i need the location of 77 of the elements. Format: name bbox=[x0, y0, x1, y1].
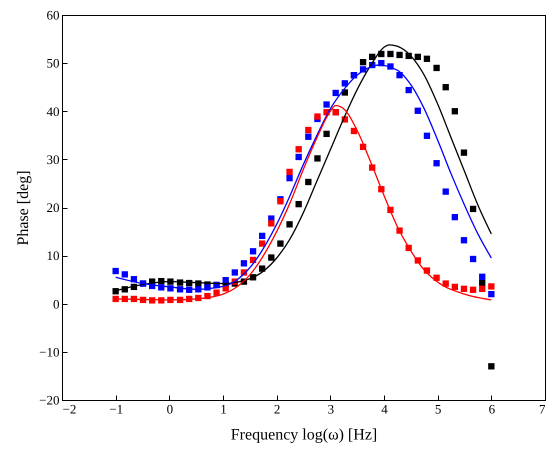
y-tick-label: −20 bbox=[39, 392, 60, 408]
point bbox=[470, 206, 476, 212]
point bbox=[460, 286, 468, 292]
x-axis-title: Frequency log(ω) [Hz] bbox=[230, 426, 378, 444]
y-tick-label: 0 bbox=[53, 296, 60, 312]
point bbox=[259, 232, 266, 240]
y-tick-label: 30 bbox=[46, 152, 60, 167]
point bbox=[442, 280, 449, 287]
point bbox=[250, 248, 256, 254]
point bbox=[286, 168, 293, 176]
point bbox=[112, 288, 119, 294]
y-tick-label: 60 bbox=[46, 8, 60, 22]
point bbox=[240, 260, 248, 266]
point bbox=[479, 274, 486, 280]
y-tick-label: 50 bbox=[46, 56, 60, 71]
point bbox=[268, 220, 274, 227]
point bbox=[452, 108, 458, 114]
point bbox=[277, 240, 284, 247]
point bbox=[122, 271, 128, 278]
point bbox=[433, 274, 440, 281]
y-tick-label: −10 bbox=[39, 344, 60, 360]
point bbox=[342, 80, 348, 86]
point bbox=[424, 56, 430, 62]
point bbox=[452, 214, 458, 220]
point bbox=[268, 254, 274, 261]
point bbox=[259, 265, 266, 272]
point bbox=[433, 160, 440, 166]
point bbox=[479, 286, 486, 292]
point bbox=[296, 200, 302, 208]
point bbox=[424, 132, 430, 139]
x-tick-label: −1 bbox=[109, 402, 124, 416]
x-tick-label: 1 bbox=[220, 402, 227, 416]
point bbox=[488, 363, 494, 370]
point bbox=[314, 155, 321, 162]
point bbox=[332, 90, 339, 96]
point bbox=[286, 221, 293, 228]
point bbox=[442, 84, 449, 90]
point bbox=[232, 269, 238, 276]
x-tick-label: 2 bbox=[274, 402, 280, 416]
point bbox=[414, 54, 421, 60]
x-tick-label: 0 bbox=[166, 402, 174, 416]
point bbox=[305, 126, 312, 134]
point bbox=[470, 256, 476, 262]
x-tick-label: 3 bbox=[328, 402, 334, 416]
point bbox=[470, 286, 476, 293]
point bbox=[452, 284, 458, 290]
y-tick-label: 20 bbox=[46, 200, 60, 215]
point bbox=[369, 54, 376, 60]
x-tick-label: 4 bbox=[381, 402, 388, 416]
y-tick-label: 40 bbox=[46, 104, 60, 119]
point bbox=[414, 108, 421, 114]
x-tick-label: 5 bbox=[434, 402, 442, 416]
point bbox=[323, 101, 330, 108]
point bbox=[305, 134, 312, 140]
point bbox=[460, 149, 468, 156]
point bbox=[488, 283, 494, 290]
point bbox=[396, 52, 403, 58]
x-tick-label: 7 bbox=[539, 402, 546, 416]
point bbox=[488, 290, 494, 298]
point bbox=[433, 64, 440, 72]
point bbox=[286, 174, 293, 182]
point bbox=[323, 130, 330, 138]
point bbox=[442, 188, 449, 195]
y-tick-label: 10 bbox=[46, 248, 60, 264]
point bbox=[387, 50, 394, 58]
x-tick-label: −2 bbox=[62, 402, 76, 416]
point bbox=[112, 268, 119, 274]
point bbox=[406, 86, 412, 94]
point bbox=[305, 178, 312, 186]
point bbox=[259, 240, 266, 247]
x-tick-label: 6 bbox=[488, 402, 496, 416]
point bbox=[296, 154, 302, 160]
point bbox=[460, 237, 468, 244]
point bbox=[296, 146, 302, 152]
y-axis-title: Phase [deg] bbox=[15, 170, 32, 246]
point bbox=[360, 59, 366, 66]
point bbox=[314, 113, 321, 120]
